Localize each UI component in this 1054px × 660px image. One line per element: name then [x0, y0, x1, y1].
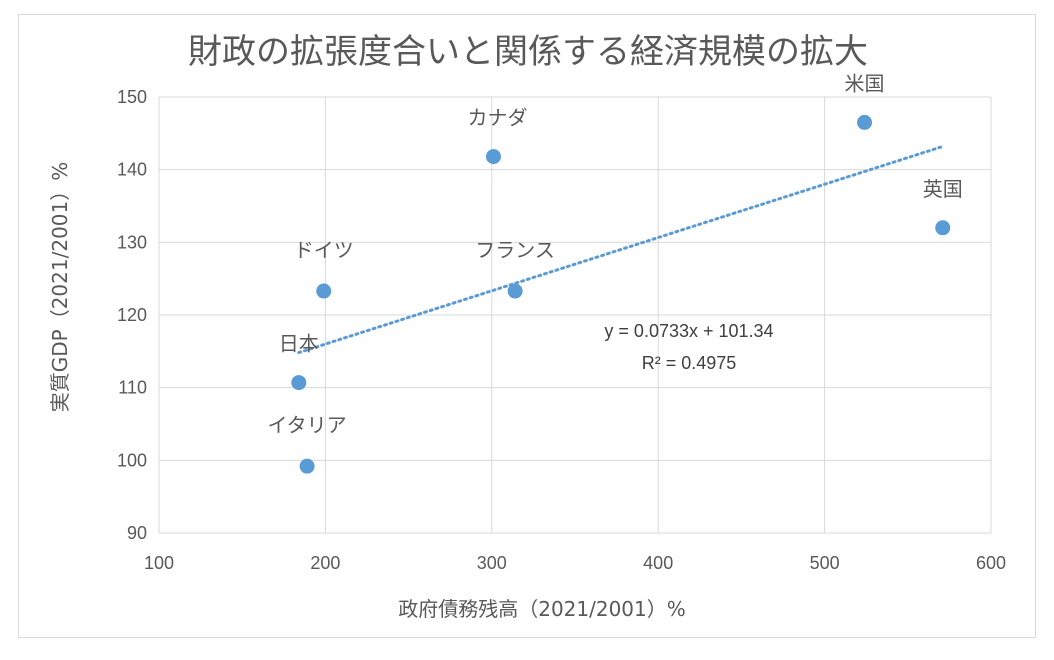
y-tick-label-110: 110 — [118, 378, 147, 398]
point-label-5: 日本 — [279, 332, 319, 356]
point-label-3: ドイツ — [294, 238, 354, 262]
point-label-0: 米国 — [845, 71, 885, 95]
y-axis-title: 実質GDP（2021/2001）% — [48, 162, 72, 413]
trendline-r-squared: R² = 0.4975 — [642, 353, 737, 373]
trendline — [297, 144, 945, 355]
point-label-6: イタリア — [267, 413, 346, 437]
point-label-2: 英国 — [923, 177, 963, 201]
y-tick-label-140: 140 — [117, 160, 147, 180]
x-tick-label-600: 600 — [976, 553, 1006, 573]
trendline-equation: y = 0.0733x + 101.34 — [604, 321, 773, 341]
chart-frame: 財政の拡張度合いと関係する経済規模の拡大 90 100 110 120 130 140 15… — [18, 14, 1036, 638]
y-tick-label-120: 120 — [117, 305, 147, 325]
data-point-2 — [935, 220, 951, 236]
x-tick-label-500: 500 — [810, 553, 840, 573]
data-point-4 — [507, 283, 523, 299]
y-tick-label-150: 150 — [117, 87, 147, 107]
x-tick-label-400: 400 — [643, 553, 673, 573]
scatter-chart: 財政の拡張度合いと関係する経済規模の拡大 90 100 110 120 130 140 15… — [48, 32, 1006, 621]
y-tick-label-100: 100 — [117, 450, 147, 470]
tick-labels: 90 100 110 120 130 140 150 100 200 300 400 500 600 — [117, 87, 1006, 573]
x-axis-title: 政府債務残高（2021/2001）% — [398, 597, 686, 621]
gridlines — [158, 96, 992, 534]
x-tick-label-100: 100 — [144, 553, 174, 573]
point-label-1: カナダ — [467, 106, 527, 130]
data-point-3 — [316, 283, 332, 299]
data-point-1 — [485, 149, 501, 165]
x-tick-label-200: 200 — [310, 553, 340, 573]
y-tick-label-90: 90 — [127, 523, 147, 543]
data-point-0 — [857, 114, 873, 130]
trendline-layer — [297, 144, 945, 355]
data-points — [291, 114, 951, 474]
data-point-6 — [299, 458, 315, 474]
chart-title: 財政の拡張度合いと関係する経済規模の拡大 — [188, 32, 868, 72]
point-label-4: フランス — [475, 238, 555, 262]
x-tick-label-300: 300 — [477, 553, 507, 573]
data-point-5 — [291, 375, 307, 391]
y-tick-label-130: 130 — [117, 232, 147, 252]
